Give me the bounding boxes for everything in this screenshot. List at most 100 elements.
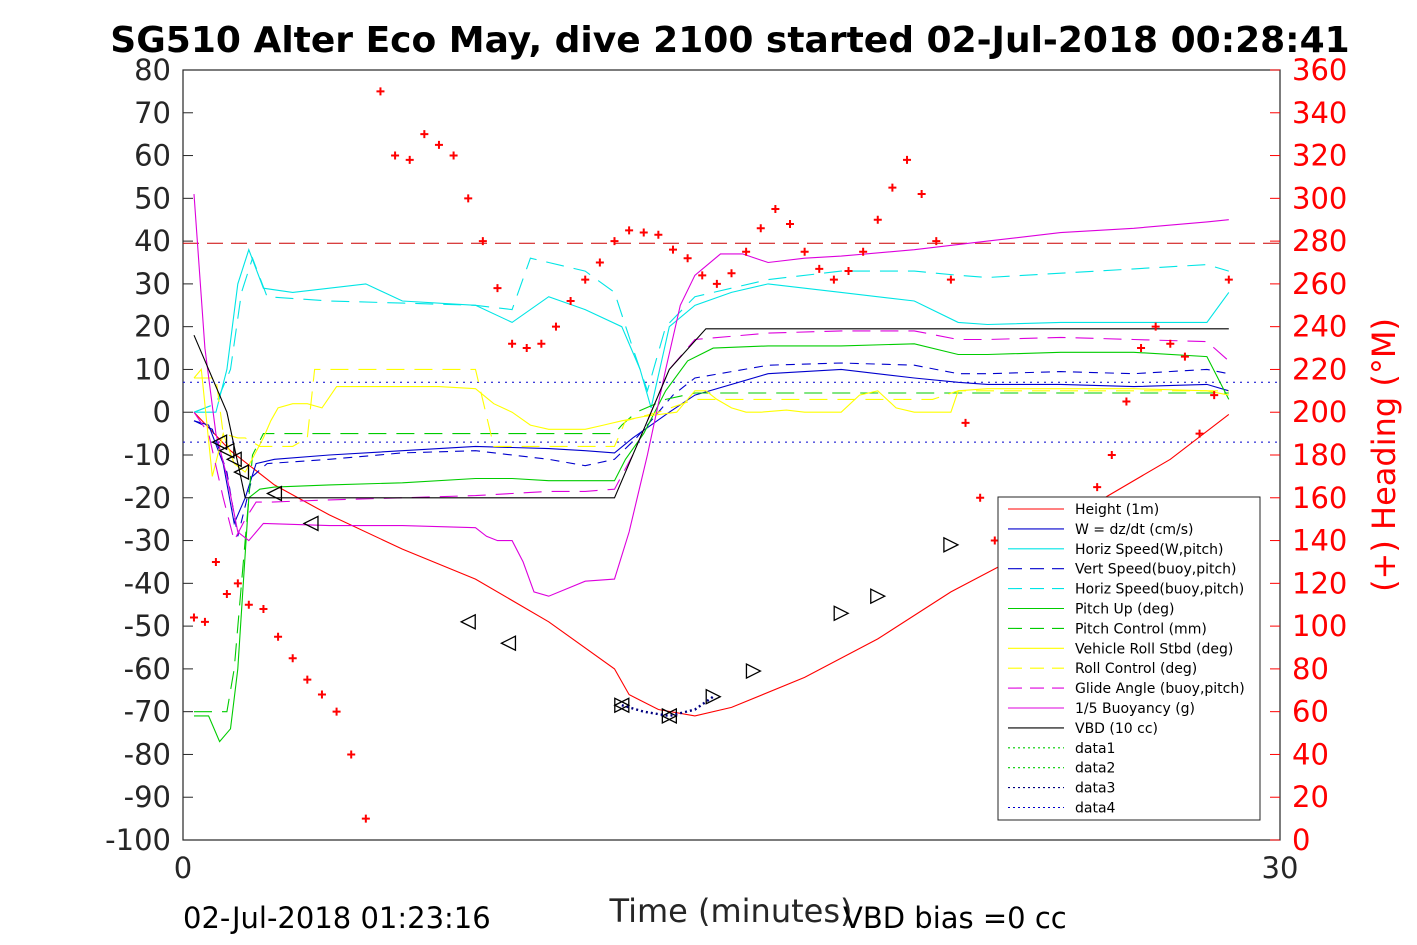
right-axis-label: (+) Heading (°M) <box>1365 318 1403 592</box>
heading-point <box>522 344 531 353</box>
heading-point <box>683 254 692 263</box>
y-tick-label-right: 0 <box>1292 823 1310 857</box>
data-series <box>193 194 1230 743</box>
heading-point <box>727 269 736 278</box>
legend-entry: Height (1m) <box>1075 502 1159 518</box>
heading-point <box>595 258 604 267</box>
y-tick-label-right: 320 <box>1292 139 1347 173</box>
heading-point <box>786 220 795 228</box>
heading-point <box>859 247 868 256</box>
legend-entry: Horiz Speed(buoy,pitch) <box>1075 582 1244 598</box>
heading-point <box>976 493 985 502</box>
y-tick-label-left: 0 <box>153 395 171 429</box>
legend-entry: Roll Control (deg) <box>1075 661 1197 677</box>
y-tick-label-right: 160 <box>1292 481 1347 515</box>
y-tick-label-right: 340 <box>1292 96 1347 130</box>
heading-point <box>625 226 634 235</box>
y-tick-label-left: -40 <box>124 566 171 600</box>
heading-point <box>844 267 853 276</box>
y-tick-label-left: 20 <box>134 310 171 344</box>
heading-point <box>420 130 429 139</box>
legend: Height (1m) W = dz/dt (cm/s) Horiz Speed(W… <box>997 496 1261 821</box>
y-tick-label-left: -100 <box>105 823 171 857</box>
y-tick-label-right: 60 <box>1292 695 1329 729</box>
dive-marker <box>302 515 319 532</box>
heading-point <box>1151 322 1160 331</box>
chart-title: SG510 Alter Eco May, dive 2100 started 0… <box>110 20 1349 61</box>
heading-point <box>259 605 268 613</box>
dive-marker <box>265 485 283 502</box>
y-tick-label-left: 60 <box>134 139 171 173</box>
climb-marker <box>870 588 887 605</box>
y-tick-label-right: 100 <box>1292 609 1347 643</box>
heading-point <box>800 247 809 256</box>
y-tick-label-right: 260 <box>1292 267 1347 301</box>
heading-point <box>756 224 765 233</box>
heading-point <box>464 194 473 203</box>
dive-marker <box>218 442 235 459</box>
legend-entry: Glide Angle (buoy,pitch) <box>1075 681 1245 697</box>
heading-point <box>317 690 326 699</box>
heading-point <box>917 190 926 199</box>
series-1-5-buoyancy-g <box>193 194 1229 597</box>
heading-point <box>244 600 253 609</box>
dive-marker <box>459 613 476 630</box>
climb-marker <box>614 697 631 714</box>
footer-vbd-bias: VBD bias =0 cc <box>843 901 1067 935</box>
y-tick-label-right: 200 <box>1292 395 1347 429</box>
y-tick-label-right: 180 <box>1292 438 1347 472</box>
axis-ticks: 80706050403020100-10-20-30-40-50-60-70-8… <box>105 53 1347 885</box>
series-roll-control-deg <box>194 368 1229 447</box>
legend-entry: VBD (10 cc) <box>1075 721 1158 737</box>
y-tick-label-right: 120 <box>1292 566 1347 600</box>
heading-point <box>274 632 283 641</box>
climb-marker <box>833 605 850 622</box>
legend-entry: Vehicle Roll Stbd (deg) <box>1075 641 1233 657</box>
heading-point <box>405 155 414 164</box>
y-tick-label-left: 40 <box>134 224 171 258</box>
legend-entry: Pitch Up (deg) <box>1075 602 1174 618</box>
climb-marker <box>943 536 960 553</box>
heading-point <box>888 183 897 192</box>
heading-point <box>493 284 502 293</box>
heading-point <box>932 237 941 246</box>
y-tick-label-left: 10 <box>134 352 171 386</box>
heading-point <box>391 151 400 160</box>
series-vert-speed-buoy-pitch <box>193 362 1229 537</box>
y-tick-label-left: 70 <box>134 96 171 130</box>
y-tick-label-right: 360 <box>1292 53 1347 87</box>
y-tick-label-left: -90 <box>124 780 171 814</box>
y-tick-label-left: 80 <box>134 53 171 87</box>
heading-point <box>903 155 912 164</box>
dive-marker <box>225 451 242 468</box>
heading-point <box>961 418 970 427</box>
x-tick-label: 0 <box>174 851 192 885</box>
heading-point <box>288 654 297 663</box>
heading-point <box>990 536 999 545</box>
heading-point <box>551 322 560 331</box>
heading-point <box>189 613 198 622</box>
reference-lines <box>183 242 1280 443</box>
y-tick-label-right: 240 <box>1292 310 1347 344</box>
y-tick-label-right: 20 <box>1292 780 1329 814</box>
legend-entry: data1 <box>1075 741 1115 757</box>
heading-point <box>347 750 356 759</box>
heading-point <box>639 228 648 237</box>
legend-box <box>997 496 1261 821</box>
heading-point <box>873 215 882 224</box>
y-tick-label-right: 40 <box>1292 737 1329 771</box>
heading-point <box>581 275 590 284</box>
heading-point <box>508 339 517 348</box>
dive-marker <box>233 464 250 481</box>
y-tick-label-left: -10 <box>124 438 171 472</box>
heading-point <box>829 275 838 284</box>
heading-point <box>771 205 780 214</box>
series-w-dz-dt-cm-s <box>193 368 1229 526</box>
heading-point <box>1093 483 1102 492</box>
climb-marker <box>705 688 722 705</box>
legend-entry: data4 <box>1075 801 1116 817</box>
legend-entry: Horiz Speed(W,pitch) <box>1075 542 1223 558</box>
footer-timestamp: 02-Jul-2018 01:23:16 <box>183 901 491 935</box>
heading-point <box>361 814 370 823</box>
